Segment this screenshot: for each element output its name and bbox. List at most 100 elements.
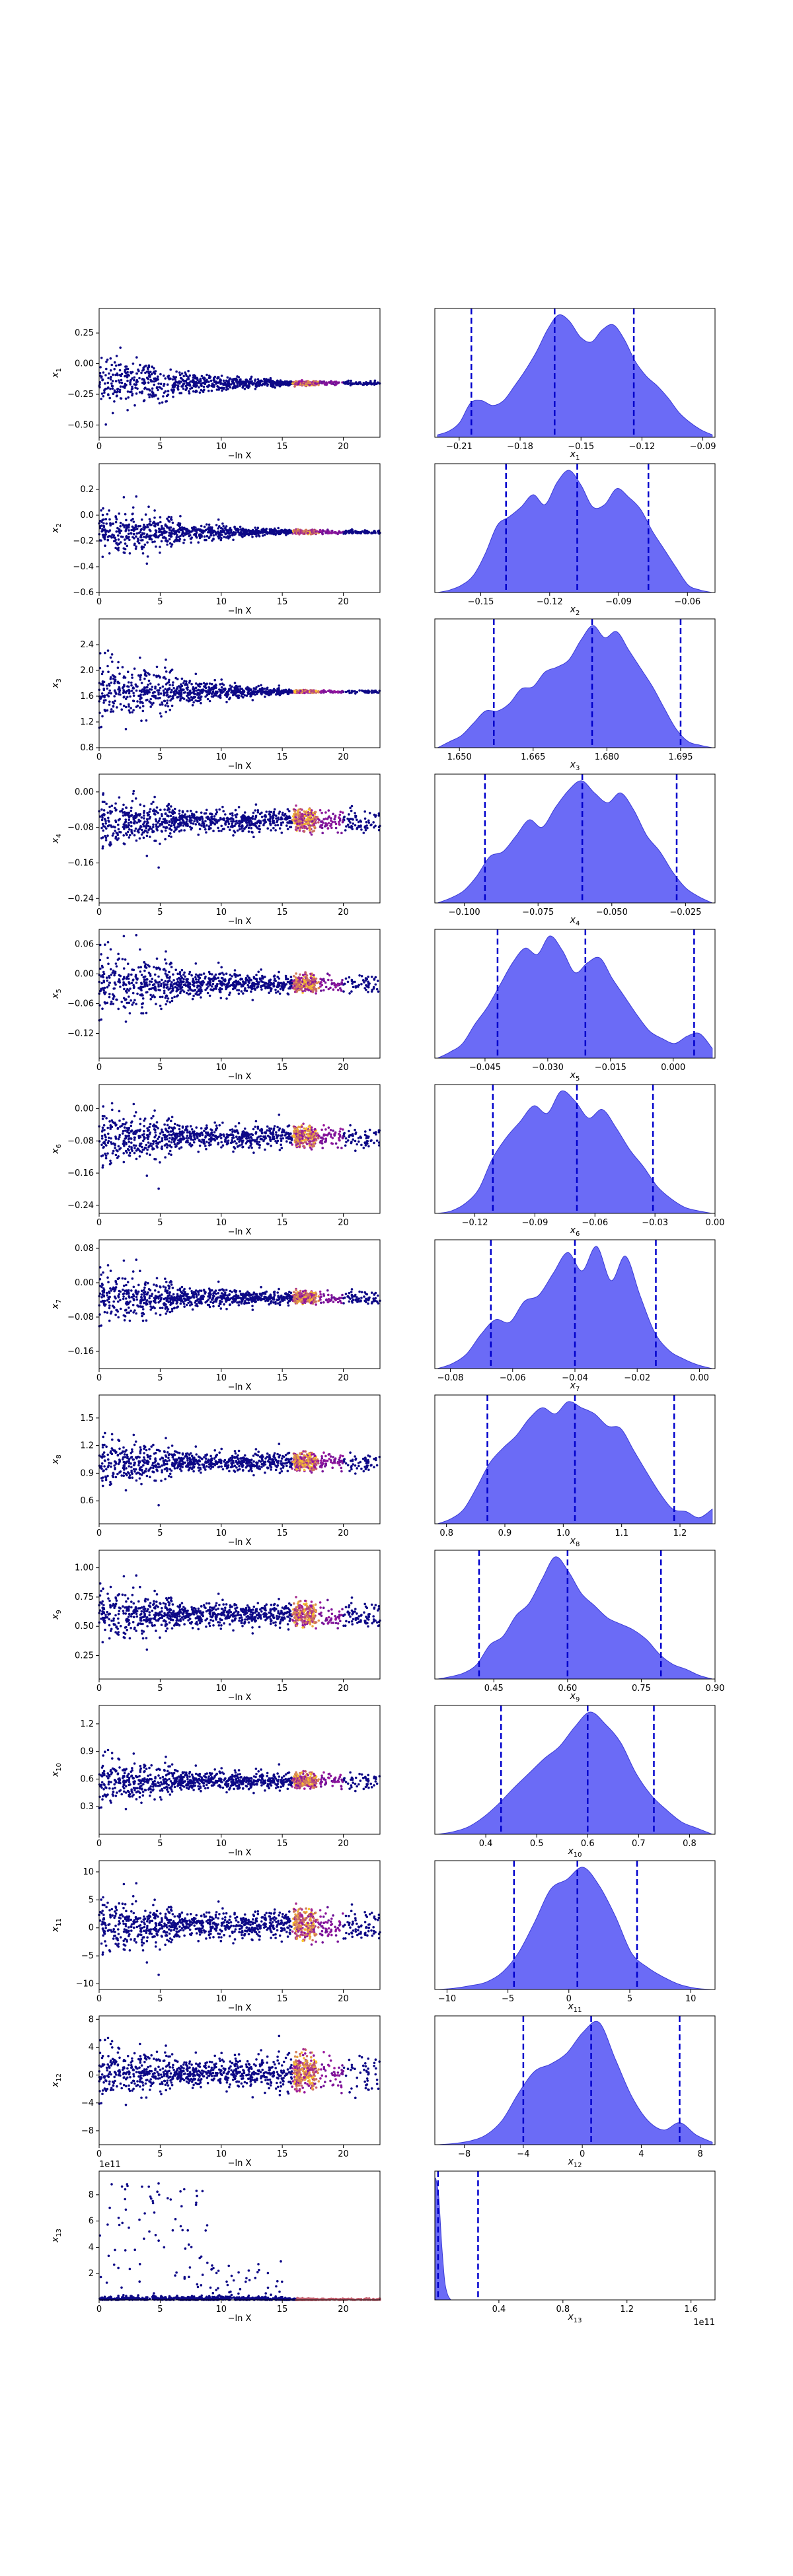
scatter-point [149,808,152,810]
scatter-point [269,381,272,384]
scatter-point [348,690,351,692]
scatter-point [326,972,329,975]
scatter-point [133,383,136,386]
scatter-point [303,822,306,826]
scatter-point [159,712,162,715]
scatter-point [147,679,151,682]
scatter-point [192,822,195,825]
scatter-point [161,685,165,688]
scatter-point [189,809,192,812]
scatter-point [132,699,135,703]
scatter-point [269,376,272,380]
scatter-point [253,532,256,536]
scatter-point [109,378,112,381]
scatter-point [173,826,176,829]
scatter-point [108,552,111,555]
scatter-point [103,391,106,394]
scatter-point [228,383,231,386]
scatter-y-axis-label: x1 [50,368,63,378]
scatter-point [151,830,154,834]
scatter-point [121,686,124,690]
scatter-point [159,546,161,548]
scatter-point [257,383,260,386]
scatter-point [102,824,105,828]
scatter-point [133,834,136,837]
scatter-point [217,518,220,521]
scatter-point [215,808,218,811]
scatter-point [153,380,156,383]
scatter-point [181,819,184,822]
scatter-point [159,822,162,826]
scatter-point [182,824,185,827]
scatter-point [146,831,149,834]
scatter-point [203,685,206,688]
scatter-point [338,819,342,822]
scatter-point [240,532,243,535]
scatter-point [288,810,291,812]
scatter-point [370,976,373,978]
scatter-point [153,377,155,380]
scatter-point [296,810,299,812]
scatter-point [153,517,156,519]
scatter-point [132,506,135,509]
scatter-point [111,661,114,663]
scatter-point [176,523,179,526]
scatter-point [250,827,253,830]
scatter-point [227,380,230,383]
scatter-point [338,816,341,820]
scatter-point [154,840,157,842]
scatter-point [140,528,143,530]
scatter-point [131,513,134,516]
scatter-point [255,690,258,694]
scatter-point [255,686,258,689]
scatter-point [102,524,105,528]
scatter-point [106,513,109,516]
scatter-point [130,528,133,532]
scatter-point [166,699,169,702]
scatter-point [239,378,241,382]
scatter-point [139,530,142,534]
scatter-point [205,538,208,542]
scatter-point [135,1003,137,1005]
scatter-point [215,684,217,687]
scatter-point [226,382,229,385]
scatter-point [225,536,228,539]
scatter-point [101,715,104,718]
scatter-point [109,369,112,372]
scatter-point [257,684,260,688]
scatter-point [130,519,133,522]
scatter-point [221,389,223,392]
scatter-point [272,690,276,693]
scatter-point [166,543,169,546]
scatter-point [106,956,109,960]
scatter-point [275,817,278,820]
scatter-point [273,808,276,811]
scatter-point [167,696,170,699]
scatter-point [127,978,130,980]
scatter-point [139,693,142,696]
scatter-point [163,375,165,377]
scatter-point [153,966,155,968]
scatter-point [133,667,136,670]
scatter-point [163,820,166,824]
scatter-point [231,822,234,826]
scatter-point [155,828,158,830]
scatter-point [139,698,141,701]
scatter-point [145,371,149,373]
scatter-point [231,534,234,537]
scatter-point [100,392,104,395]
scatter-point [133,542,136,546]
x-tick-label: 5 [157,908,163,917]
scatter-point [128,818,130,821]
scatter-point [145,834,149,838]
scatter-point [194,672,198,676]
scatter-point [297,382,300,386]
scatter-point [293,975,295,978]
scatter-point [258,824,261,828]
scatter-point [163,676,166,678]
scatter-point [200,530,203,534]
scatter-point [375,691,379,694]
scatter-point [245,384,247,386]
scatter-point [204,820,207,822]
scatter-point [183,816,186,819]
